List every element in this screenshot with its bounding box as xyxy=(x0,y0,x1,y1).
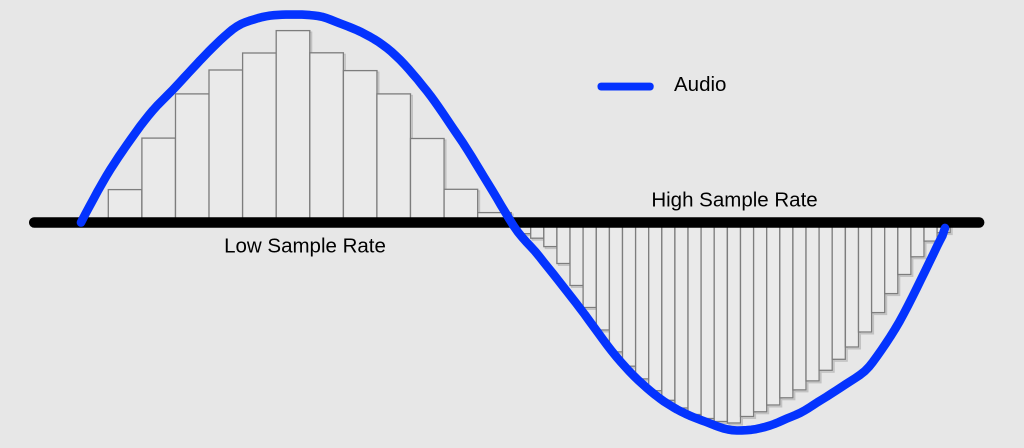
svg-text:Audio: Audio xyxy=(674,73,726,96)
svg-text:Low Sample Rate: Low Sample Rate xyxy=(224,235,386,258)
svg-text:High Sample Rate: High Sample Rate xyxy=(651,188,817,211)
